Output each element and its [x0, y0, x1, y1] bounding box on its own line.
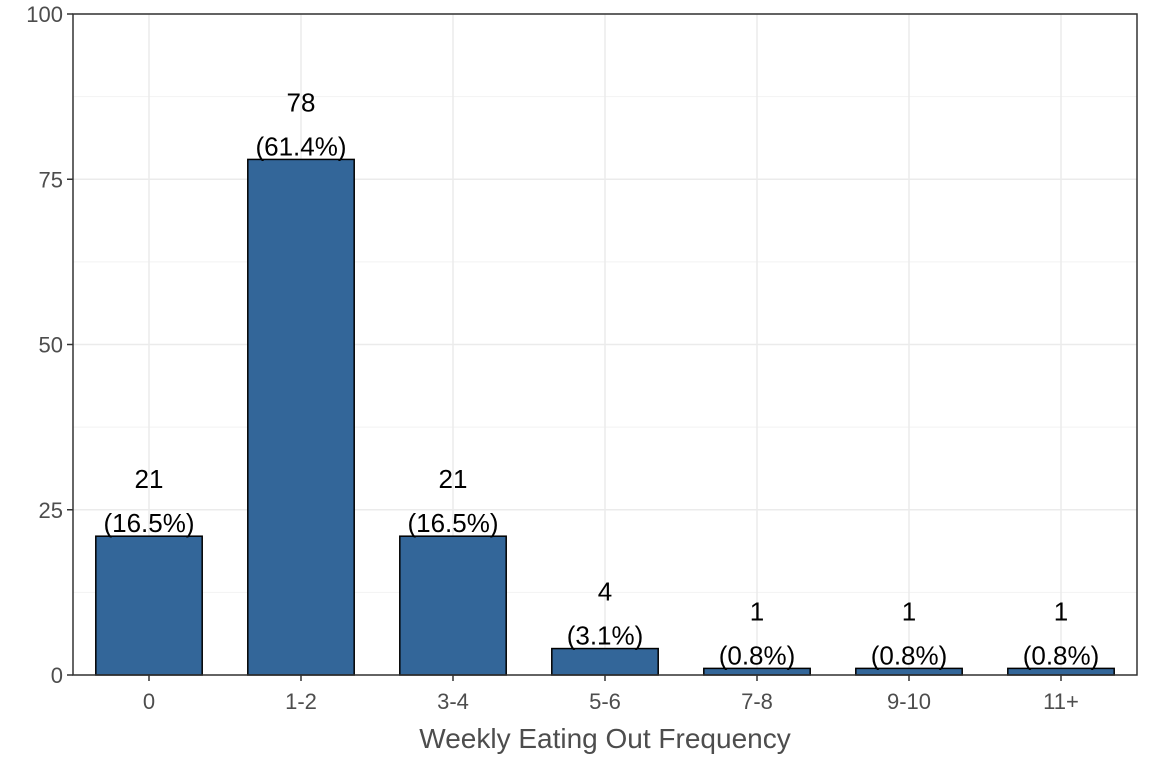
x-axis-title: Weekly Eating Out Frequency	[419, 723, 790, 754]
bar-percent-label: (0.8%)	[1023, 640, 1100, 670]
bar-percent-label: (0.8%)	[871, 640, 948, 670]
x-tick-label: 7-8	[741, 689, 773, 714]
y-tick-label: 75	[39, 167, 63, 192]
bar-percent-label: (3.1%)	[567, 621, 644, 651]
bar-count-label: 78	[287, 87, 316, 117]
bar	[399, 535, 507, 676]
bar-percent-label: (61.4%)	[255, 131, 346, 161]
data-label-layer: (16.5%) 21 (61.4%) 78 (16.5%) 21 (3.1%) 4 (0.8%)…	[103, 87, 1099, 670]
bar-percent-label: (0.8%)	[719, 640, 796, 670]
y-tick-label: 100	[26, 2, 63, 27]
bar-count-label: 21	[439, 464, 468, 494]
bar	[95, 535, 203, 676]
x-tick-label: 0	[143, 689, 155, 714]
x-tick-label: 3-4	[437, 689, 469, 714]
x-tick-label: 11+	[1043, 689, 1079, 714]
bar-count-label: 4	[598, 577, 612, 607]
y-tick-label: 50	[39, 333, 63, 358]
x-tick-label: 5-6	[589, 689, 621, 714]
bar	[247, 158, 355, 676]
bar-percent-label: (16.5%)	[103, 508, 194, 538]
x-tick-label: 1-2	[285, 689, 317, 714]
bar-layer	[95, 158, 1115, 676]
y-tick-label: 25	[39, 498, 63, 523]
bar-count-label: 1	[750, 596, 764, 626]
bar	[551, 647, 659, 676]
bar-percent-label: (16.5%)	[407, 508, 498, 538]
x-tick-label: 9-10	[887, 689, 931, 714]
bar-count-label: 1	[902, 596, 916, 626]
bar-count-label: 21	[135, 464, 164, 494]
y-tick-label: 0	[51, 663, 63, 688]
bar-count-label: 1	[1054, 596, 1068, 626]
axis-layer: 0 25 50 75 100 0 1-2 3-4 5-6 7-8 9-10 11+	[26, 2, 1079, 714]
